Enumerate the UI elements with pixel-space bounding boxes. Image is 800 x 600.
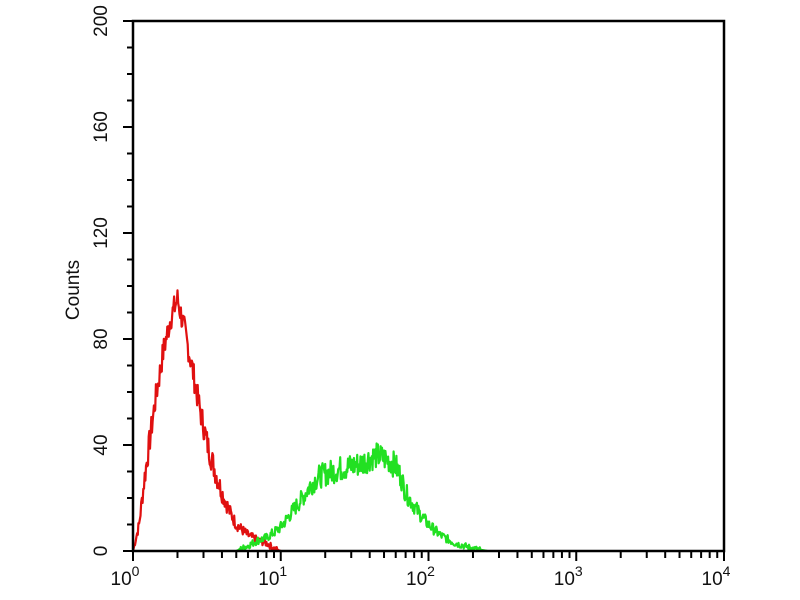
x-tick-exponent: 3 [575, 563, 583, 579]
x-tick-base: 10 [406, 569, 427, 590]
x-tick-base: 10 [111, 569, 132, 590]
histogram-series-1 [131, 289, 282, 553]
x-tick-label: 102 [406, 563, 435, 590]
x-tick-exponent: 4 [723, 563, 731, 579]
x-tick-label: 100 [111, 563, 140, 590]
x-tick-exponent: 1 [279, 563, 287, 579]
x-tick-base: 10 [554, 569, 575, 590]
y-axis-label: Counts [63, 260, 84, 320]
series-layer [131, 289, 488, 553]
y-tick-label: 0 [91, 546, 112, 557]
x-tick-exponent: 0 [132, 563, 140, 579]
y-tick-label: 120 [91, 217, 112, 249]
x-tick-exponent: 2 [427, 563, 435, 579]
y-tick-label: 40 [91, 434, 112, 455]
x-tick-label: 101 [258, 563, 287, 590]
x-tick-base: 10 [258, 569, 279, 590]
plot-frame [131, 19, 726, 553]
y-tick-label: 160 [91, 111, 112, 143]
y-tick-label: 200 [91, 5, 112, 37]
x-tick-label: 103 [554, 563, 583, 590]
x-tick-label: 104 [702, 563, 731, 590]
histogram-series-2 [235, 442, 488, 553]
x-tick-base: 10 [702, 569, 723, 590]
y-tick-label: 80 [91, 328, 112, 349]
